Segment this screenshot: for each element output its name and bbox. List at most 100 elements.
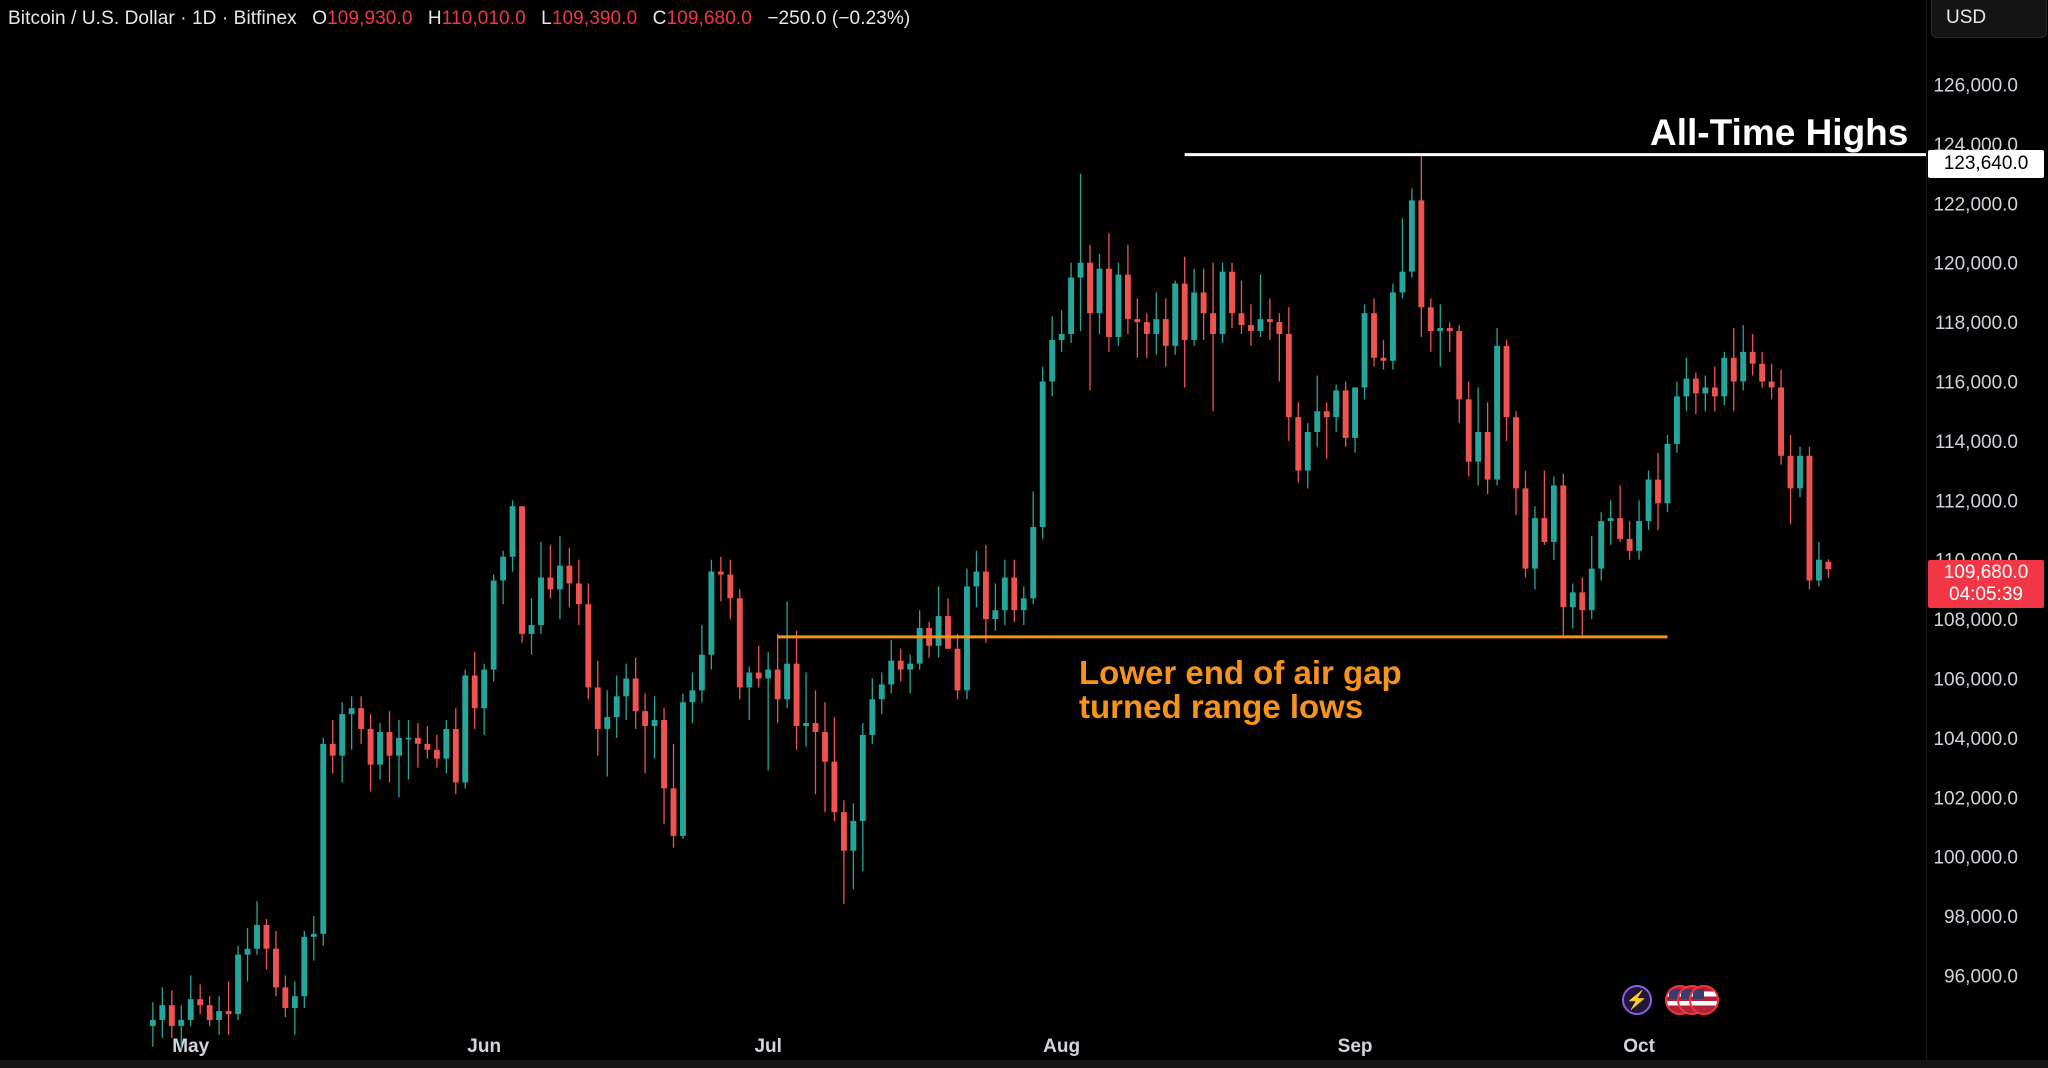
y-tick-label: 112,000.0 [1935, 491, 2018, 512]
candle-body [717, 571, 724, 575]
candle [1266, 298, 1273, 340]
candle [1077, 173, 1084, 332]
candle [1674, 381, 1680, 453]
candle-body [1655, 479, 1661, 504]
candle [594, 660, 601, 756]
candle [1068, 262, 1075, 343]
candle-body [651, 720, 658, 726]
candle-body [254, 924, 260, 949]
candle-body [1380, 357, 1387, 361]
candle-body [1721, 357, 1728, 397]
candle-body [358, 708, 365, 729]
candle [320, 737, 327, 946]
candle [348, 696, 355, 750]
candle [1475, 387, 1482, 486]
candle [613, 675, 620, 738]
candle-body [1361, 313, 1368, 388]
candle [831, 717, 838, 822]
open-value: 109,930.0 [327, 8, 413, 29]
candle [651, 696, 658, 759]
us-flag-icon[interactable] [1689, 985, 1719, 1015]
y-tick-label: 126,000.0 [1933, 76, 2018, 97]
candle-body [424, 743, 431, 750]
candle [1011, 559, 1018, 623]
candle [547, 544, 554, 599]
candle [1257, 274, 1264, 337]
candle [1759, 351, 1766, 388]
candle-body [519, 506, 525, 634]
y-tick-label: 114,000.0 [1935, 432, 2018, 453]
candle [945, 598, 951, 649]
candle [424, 726, 431, 759]
candle [604, 690, 611, 777]
candle-body [708, 571, 715, 655]
y-tick-label: 106,000.0 [1933, 669, 2018, 690]
candle [1645, 470, 1652, 530]
time-axis-bottom-bar [0, 1060, 2048, 1068]
candle-body [471, 675, 478, 709]
candle-body [452, 728, 459, 783]
candle-body [1087, 262, 1093, 314]
candle-body [329, 743, 336, 756]
price-axis[interactable] [1926, 0, 2048, 1060]
candle-body [1645, 479, 1652, 522]
candle-body [1494, 345, 1501, 480]
candle [1797, 446, 1803, 498]
candle-body [433, 749, 440, 759]
candle-body [982, 571, 989, 620]
candle-body [197, 999, 204, 1006]
air-gap-line-2: turned range lows [1079, 688, 1364, 725]
candle-body [784, 663, 791, 700]
candle [538, 541, 544, 634]
candle [509, 500, 516, 572]
candle-body [377, 731, 383, 765]
candle [386, 711, 393, 783]
candle-body [282, 987, 289, 1009]
candle-body [1626, 538, 1633, 551]
candle-body [1096, 268, 1103, 314]
candle-body [1124, 274, 1131, 320]
candle [1229, 262, 1235, 329]
candle-body [1778, 387, 1785, 456]
candle-body [1740, 351, 1747, 382]
candle [973, 550, 980, 608]
candle [500, 550, 507, 605]
candle-body [698, 654, 705, 691]
candle-body [1456, 331, 1463, 400]
candle [244, 927, 251, 982]
candle [623, 663, 630, 721]
y-tick-label: 98,000.0 [1944, 907, 2018, 928]
candle-body [1825, 561, 1832, 570]
y-tick-label: 120,000.0 [1933, 254, 2018, 275]
candle [878, 672, 885, 715]
candle [339, 702, 346, 783]
candle [1579, 577, 1586, 637]
y-tick-label: 118,000.0 [1935, 313, 2018, 334]
sparkle-bolt-icon[interactable]: ⚡ [1622, 985, 1652, 1015]
candle-body [992, 610, 999, 620]
candle-body [1484, 432, 1491, 480]
candle [1721, 351, 1728, 406]
symbol-title[interactable]: Bitcoin / U.S. Dollar · 1D · Bitfinex [8, 8, 297, 29]
candle-body [1077, 262, 1084, 278]
open-label: O [312, 8, 328, 29]
candle-body [793, 663, 800, 726]
candle [216, 996, 223, 1035]
candle-body [1806, 455, 1813, 581]
candle-body [547, 577, 554, 590]
candle [1361, 304, 1368, 400]
candle-body [159, 1005, 166, 1020]
candle-body [1437, 328, 1444, 332]
candle-body [556, 565, 563, 590]
candle [1749, 334, 1756, 376]
candle-body [1049, 339, 1056, 382]
candle-body [1588, 568, 1595, 611]
candle [803, 672, 809, 747]
candle-body [585, 604, 592, 688]
candle [1815, 541, 1822, 587]
candle-body [291, 996, 298, 1009]
candle [566, 547, 573, 608]
candle-body [1257, 319, 1264, 332]
currency-selector-button[interactable]: USD [1931, 0, 2047, 38]
